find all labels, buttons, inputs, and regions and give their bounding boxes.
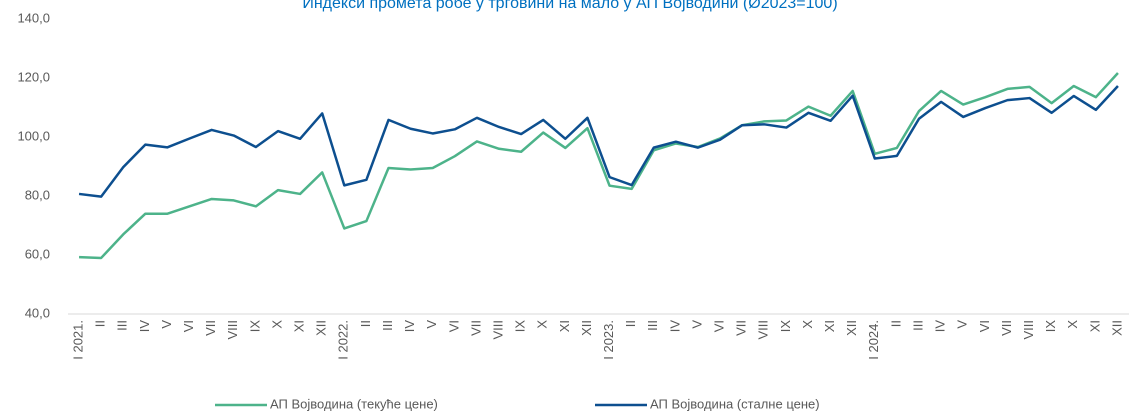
x-tick-label: IV (667, 320, 682, 333)
x-tick-label: IX (247, 320, 262, 333)
series-line (78, 85, 1119, 198)
x-tick-label: XII (1109, 320, 1124, 336)
x-tick-label: II (623, 320, 638, 327)
x-tick-label: I 2022. (336, 320, 351, 360)
x-tick-label: III (115, 320, 130, 331)
x-tick-label: III (645, 320, 660, 331)
x-tick-label: IX (1043, 320, 1058, 333)
legend-label: АП Војводина (сталне цене) (650, 396, 820, 411)
x-tick-label: III (380, 320, 395, 331)
x-tick-label: III (910, 320, 925, 331)
x-tick-label: IX (778, 320, 793, 333)
x-tick-label: V (159, 320, 174, 329)
x-tick-label: IX (513, 320, 528, 333)
x-tick-label: XI (557, 320, 572, 332)
x-tick-label: VIII (490, 320, 505, 340)
x-tick-label: IV (933, 320, 948, 333)
x-tick-label: VII (203, 320, 218, 336)
x-tick-label: IV (137, 320, 152, 333)
x-tick-label: VII (468, 320, 483, 336)
x-tick-label: XI (822, 320, 837, 332)
chart-title: Индекси промета робе у трговини на мало … (302, 0, 837, 12)
x-tick-label: VI (977, 320, 992, 332)
legend-label: АП Војводина (текуће цене) (270, 396, 438, 411)
x-tick-label: II (358, 320, 373, 327)
x-tick-label: II (888, 320, 903, 327)
x-tick-label: VI (446, 320, 461, 332)
x-tick-label: VI (712, 320, 727, 332)
x-tick-label: II (93, 320, 108, 327)
x-tick-label: X (269, 320, 284, 329)
x-tick-label: X (535, 320, 550, 329)
x-tick-label: V (424, 320, 439, 329)
x-tick-label: VIII (756, 320, 771, 340)
x-tick-label: VIII (1021, 320, 1036, 340)
x-tick-label: I 2024. (866, 320, 881, 360)
x-tick-label: VII (999, 320, 1014, 336)
x-tick-label: I 2023. (601, 320, 616, 360)
x-tick-label: I 2021. (70, 320, 85, 360)
y-tick-label: 120,0 (17, 69, 50, 84)
x-tick-label: V (955, 320, 970, 329)
x-tick-label: VI (181, 320, 196, 332)
x-tick-label: XII (844, 320, 859, 336)
x-tick-label: XI (1087, 320, 1102, 332)
y-tick-label: 60,0 (25, 246, 50, 261)
y-tick-label: 80,0 (25, 187, 50, 202)
y-tick-label: 140,0 (17, 10, 50, 25)
series-line (79, 72, 1119, 260)
y-tick-label: 100,0 (17, 128, 50, 143)
x-tick-label: XI (292, 320, 307, 332)
x-tick-label: X (800, 320, 815, 329)
x-tick-label: VIII (225, 320, 240, 340)
x-tick-label: XII (314, 320, 329, 336)
x-tick-label: X (1065, 320, 1080, 329)
x-tick-label: IV (402, 320, 417, 333)
x-tick-label: XII (579, 320, 594, 336)
x-tick-label: V (689, 320, 704, 329)
y-tick-label: 40,0 (25, 305, 50, 320)
x-tick-label: VII (734, 320, 749, 336)
